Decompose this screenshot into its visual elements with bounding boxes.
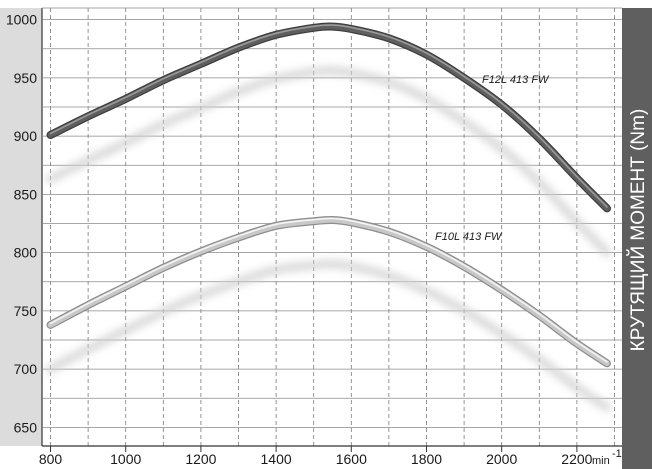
series-line-f10l-highlight (49, 217, 608, 363)
series-label-f12l: F12L 413 FW (482, 74, 550, 86)
x-axis-unit-exponent: -1 (612, 448, 622, 460)
axes: 650 700 750 800 850 900 950 1000 800 1000 1200 1400… (0, 7, 622, 467)
series-shadow-f10l (46, 259, 612, 412)
x-tick-label: 1200 (185, 451, 216, 467)
y-axis-label-band (622, 8, 652, 469)
series-line-f12l (47, 23, 610, 212)
series-shadow-f12l (46, 66, 612, 257)
y-tick-label: 650 (14, 419, 38, 435)
x-tick-label: 1800 (411, 451, 442, 467)
series-labels: F12L 413 FW F10L 413 FW (435, 74, 550, 243)
series (46, 22, 611, 368)
series-line-f10l-outline (46, 215, 611, 368)
y-axis-label: КРУТЯЩИЙ МОМЕНТ (Nm) (627, 109, 649, 352)
x-tick-label: 800 (39, 451, 63, 467)
curve-shadows (46, 66, 612, 412)
y-tick-label: 850 (14, 186, 38, 202)
y-tick-label: 750 (14, 303, 38, 319)
y-axis-band (0, 8, 42, 446)
y-tick-label: 900 (14, 128, 38, 144)
x-tick-label: 1000 (110, 451, 141, 467)
series-line-f12l-highlight (49, 24, 608, 208)
x-tick-label: 2000 (486, 451, 517, 467)
y-tick-label: 1000 (6, 12, 37, 28)
x-tick-label: 1600 (336, 451, 367, 467)
x-axis-unit-base: min (592, 455, 610, 467)
y-tick-label: 950 (14, 70, 38, 86)
y-tick-label: 700 (14, 361, 38, 377)
y-tick-label: 800 (14, 245, 38, 261)
x-tick-label: 2200 (561, 451, 592, 467)
series-line-f12l-outline (46, 22, 611, 213)
series-label-f10l: F10L 413 FW (435, 231, 503, 243)
series-line-f10l (47, 217, 610, 367)
x-tick-label: 1400 (261, 451, 292, 467)
x-axis-unit: min -1 (592, 448, 622, 467)
